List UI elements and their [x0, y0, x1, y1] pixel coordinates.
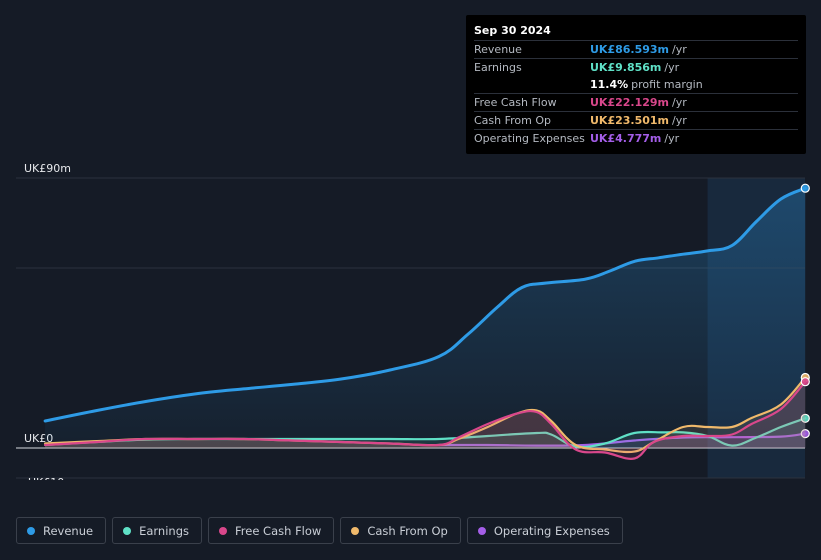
tooltip-label: Operating Expenses [474, 132, 585, 145]
tooltip-unit: /yr [664, 132, 680, 145]
tooltip-value: UK£22.129m [590, 96, 670, 109]
tooltip-unit: /yr [672, 114, 687, 127]
legend-label: Revenue [43, 523, 94, 538]
tooltip-label: Earnings [474, 61, 522, 74]
tooltip-label: Revenue [474, 43, 522, 56]
legend: Revenue Earnings Free Cash Flow Cash Fro… [16, 517, 623, 544]
series-end-point-operating-expenses [800, 429, 810, 439]
legend-label: Earnings [139, 523, 189, 538]
tooltip-unit: profit margin [631, 78, 703, 91]
tooltip-value: 11.4% [590, 78, 629, 91]
series-end-point-revenue [800, 183, 810, 193]
tooltip-value: UK£9.856m [590, 61, 662, 74]
tooltip-row-cash-from-op: Cash From Op UK£23.501m /yr [474, 111, 798, 129]
legend-item-operating-expenses[interactable]: Operating Expenses [466, 517, 623, 544]
series-area-operating-expenses [438, 433, 806, 448]
tooltip-label: Cash From Op [474, 114, 552, 127]
legend-label: Cash From Op [367, 523, 448, 538]
tooltip-value: UK£23.501m [590, 114, 670, 127]
legend-item-revenue[interactable]: Revenue [16, 517, 107, 544]
tooltip-row-operating-expenses: Operating Expenses UK£4.777m /yr [474, 129, 798, 147]
series-line-revenue [43, 186, 807, 423]
series-area-revenue [45, 188, 806, 448]
tooltip-row-earnings: Earnings UK£9.856m /yr [474, 58, 798, 76]
tooltip-row-revenue: Revenue UK£86.593m /yr [474, 40, 798, 58]
tooltip: Sep 30 2024 Revenue UK£86.593m /yr Earni… [466, 15, 806, 154]
legend-dot-icon [27, 526, 35, 535]
series-line-operating-expenses [437, 432, 807, 447]
tooltip-unit: /yr [672, 96, 687, 109]
tooltip-row-profit-margin: 11.4% profit margin [474, 76, 798, 93]
series-end-point-free-cash-flow [800, 377, 810, 387]
series-line-free-cash-flow [44, 380, 807, 460]
legend-dot-icon [123, 526, 132, 535]
legend-label: Free Cash Flow [235, 523, 322, 538]
tooltip-value: UK£86.593m [590, 43, 670, 56]
legend-dot-icon [477, 526, 486, 535]
legend-label: Operating Expenses [493, 523, 610, 538]
series-area-cash-from-op [45, 377, 806, 453]
tooltip-unit: /yr [664, 61, 680, 74]
legend-dot-icon [351, 526, 360, 535]
legend-item-cash-from-op[interactable]: Cash From Op [340, 517, 461, 544]
legend-dot-icon [219, 526, 227, 535]
tooltip-date: Sep 30 2024 [474, 24, 551, 37]
tooltip-label: Free Cash Flow [474, 96, 557, 109]
y-tick-label: -UK£10m [24, 476, 75, 480]
tooltip-unit: /yr [672, 43, 687, 56]
y-tick-label: UK£90m [24, 162, 71, 175]
tooltip-value: UK£4.777m [590, 132, 662, 145]
tooltip-row-free-cash-flow: Free Cash Flow UK£22.129m /yr [474, 93, 798, 111]
legend-item-free-cash-flow[interactable]: Free Cash Flow [208, 517, 335, 544]
series-end-point-earnings [800, 413, 810, 423]
chart: UK£90mUK£0-UK£10m20172018201920202021202… [16, 162, 810, 480]
legend-item-earnings[interactable]: Earnings [112, 517, 202, 544]
